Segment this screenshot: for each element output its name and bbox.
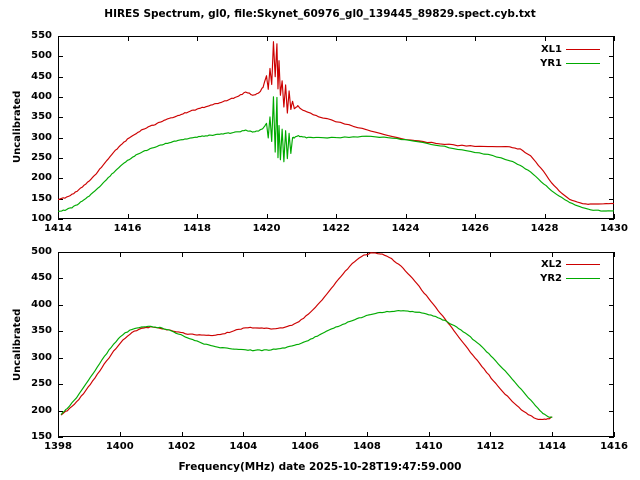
legend-swatch-yr1 bbox=[566, 62, 600, 64]
top-xtick-1418: 1418 bbox=[183, 223, 211, 234]
bottom-xtick-1398: 1398 bbox=[44, 441, 72, 452]
top-xtick-1422: 1422 bbox=[322, 223, 350, 234]
top-xtick-1430: 1430 bbox=[600, 223, 628, 234]
bottom-xtick-1414: 1414 bbox=[538, 441, 567, 452]
bottom-ytick-350: 350 bbox=[31, 325, 52, 337]
top-ytick-550: 550 bbox=[31, 30, 52, 41]
bottom-ytick-450: 450 bbox=[31, 272, 52, 284]
bottom-legend: XL2 YR2 bbox=[534, 257, 600, 285]
legend-label-yr2: YR2 bbox=[540, 272, 562, 284]
bottom-xtick-1408: 1408 bbox=[352, 441, 381, 452]
series-xl2 bbox=[60, 252, 553, 421]
bottom-xtick-1406: 1406 bbox=[291, 441, 320, 452]
legend-label-yr1: YR1 bbox=[540, 57, 562, 69]
top-ytick-250: 250 bbox=[31, 152, 52, 163]
legend-item-xl2: XL2 bbox=[534, 257, 600, 271]
series-yr2 bbox=[60, 309, 553, 418]
bottom-xtick-1410: 1410 bbox=[414, 441, 443, 452]
series-yr1 bbox=[58, 96, 614, 212]
legend-swatch-yr2 bbox=[566, 277, 600, 279]
page-title: HIRES Spectrum, gl0, file:Skynet_60976_g… bbox=[104, 8, 536, 20]
top-xtick-1424: 1424 bbox=[391, 223, 420, 234]
legend-label-xl2: XL2 bbox=[540, 258, 562, 270]
legend-item-yr1: YR1 bbox=[534, 56, 600, 70]
top-xtick-1414: 1414 bbox=[44, 223, 72, 234]
bottom-ytick-250: 250 bbox=[31, 378, 52, 390]
bottom-xtick-1400: 1400 bbox=[105, 441, 134, 452]
top-legend: XL1 YR1 bbox=[534, 42, 600, 70]
top-ytick-500: 500 bbox=[31, 50, 52, 62]
top-ytick-350: 350 bbox=[31, 111, 52, 123]
legend-item-xl1: XL1 bbox=[534, 42, 600, 56]
bottom-xtick-1416: 1416 bbox=[600, 441, 628, 452]
top-xtick-1426: 1426 bbox=[461, 223, 489, 234]
top-ytick-300: 300 bbox=[31, 131, 52, 143]
bottom-xtick-1404: 1404 bbox=[229, 441, 258, 452]
top-ytick-150: 150 bbox=[31, 192, 52, 204]
top-xtick-1416: 1416 bbox=[113, 223, 142, 234]
bottom-ytick-500: 500 bbox=[31, 246, 52, 257]
bottom-xtick-1402: 1402 bbox=[167, 441, 196, 452]
top-ytick-200: 200 bbox=[31, 172, 52, 184]
top-xtick-1428: 1428 bbox=[530, 223, 559, 234]
legend-swatch-xl2 bbox=[566, 263, 600, 265]
series-xl1 bbox=[58, 41, 614, 205]
top-ytick-450: 450 bbox=[31, 70, 52, 82]
legend-item-yr2: YR2 bbox=[534, 271, 600, 285]
bottom-ytick-150: 150 bbox=[31, 431, 52, 442]
top-plot-frame bbox=[58, 36, 614, 219]
x-axis-label: Frequency(MHz) date 2025-10-28T19:47:59.… bbox=[178, 461, 462, 473]
top-plot-canvas bbox=[58, 36, 615, 220]
legend-label-xl1: XL1 bbox=[540, 43, 562, 55]
top-panel: Uncalibrated XL1 YR1 bbox=[12, 36, 615, 220]
bottom-ytick-400: 400 bbox=[31, 298, 52, 310]
top-ytick-100: 100 bbox=[31, 213, 52, 224]
top-ytick-400: 400 bbox=[31, 91, 52, 102]
legend-swatch-xl1 bbox=[566, 48, 600, 50]
bottom-xtick-1412: 1412 bbox=[476, 441, 505, 452]
bottom-ytick-200: 200 bbox=[31, 404, 52, 416]
bottom-ytick-300: 300 bbox=[31, 351, 52, 363]
top-xtick-1420: 1420 bbox=[252, 223, 281, 234]
